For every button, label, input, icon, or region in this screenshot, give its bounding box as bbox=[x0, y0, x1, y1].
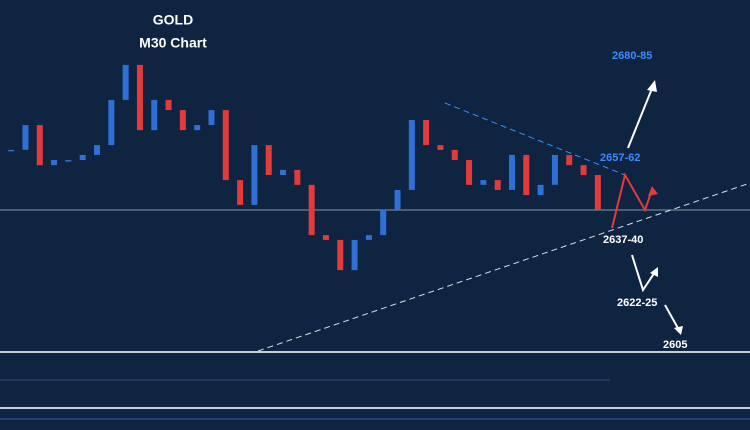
candle bbox=[380, 210, 387, 236]
red-path bbox=[611, 172, 653, 229]
candle bbox=[108, 99, 115, 146]
candle bbox=[394, 189, 401, 210]
candle bbox=[337, 239, 344, 271]
candle bbox=[451, 149, 458, 161]
candle bbox=[294, 169, 301, 185]
arrow bbox=[627, 85, 654, 149]
candle bbox=[523, 154, 530, 196]
candle bbox=[566, 154, 573, 166]
candle bbox=[280, 169, 287, 175]
candle bbox=[537, 184, 544, 196]
candle bbox=[480, 180, 487, 185]
candle bbox=[194, 125, 201, 131]
candle bbox=[322, 235, 329, 240]
arrow-head bbox=[674, 326, 683, 335]
trend-line bbox=[257, 182, 750, 352]
candle bbox=[308, 184, 315, 236]
arrow bbox=[664, 304, 680, 331]
level-label: 2680-85 bbox=[612, 50, 652, 62]
candle bbox=[165, 99, 172, 111]
candle bbox=[551, 154, 558, 185]
candle bbox=[423, 119, 430, 146]
candle bbox=[251, 145, 258, 205]
candle bbox=[222, 110, 229, 181]
arrow-head bbox=[650, 267, 658, 277]
annotations: 2680-85 2657-62 2637-40 2622-25 2605 bbox=[600, 50, 687, 351]
candle bbox=[408, 119, 415, 190]
candle bbox=[237, 180, 244, 205]
level-label: 2657-62 bbox=[600, 152, 640, 164]
arrow bbox=[631, 254, 656, 293]
candle bbox=[94, 145, 101, 155]
candle bbox=[494, 180, 501, 190]
candle bbox=[594, 175, 601, 210]
candle bbox=[65, 160, 72, 162]
candle bbox=[36, 125, 43, 166]
candle bbox=[365, 235, 372, 240]
level-label: 2605 bbox=[663, 339, 687, 351]
chart-subtitle: M30 Chart bbox=[139, 35, 207, 51]
candle bbox=[466, 160, 473, 185]
candle bbox=[151, 99, 158, 131]
level-label: 2622-25 bbox=[617, 297, 657, 309]
candle bbox=[179, 110, 186, 131]
candle bbox=[136, 64, 143, 131]
candle bbox=[22, 125, 29, 150]
candle bbox=[265, 145, 272, 175]
candle bbox=[351, 239, 358, 271]
arrow-head bbox=[648, 186, 658, 196]
candle bbox=[508, 154, 515, 190]
trend-line bbox=[444, 102, 626, 176]
arrow-head bbox=[647, 80, 657, 92]
candle bbox=[79, 154, 86, 161]
candle bbox=[122, 64, 129, 100]
candle bbox=[8, 149, 15, 152]
candle bbox=[580, 165, 587, 175]
level-label: 2637-40 bbox=[603, 234, 643, 246]
candle bbox=[437, 145, 444, 150]
candle bbox=[51, 160, 58, 166]
candle bbox=[208, 110, 215, 126]
chart-title: GOLD bbox=[153, 12, 193, 28]
